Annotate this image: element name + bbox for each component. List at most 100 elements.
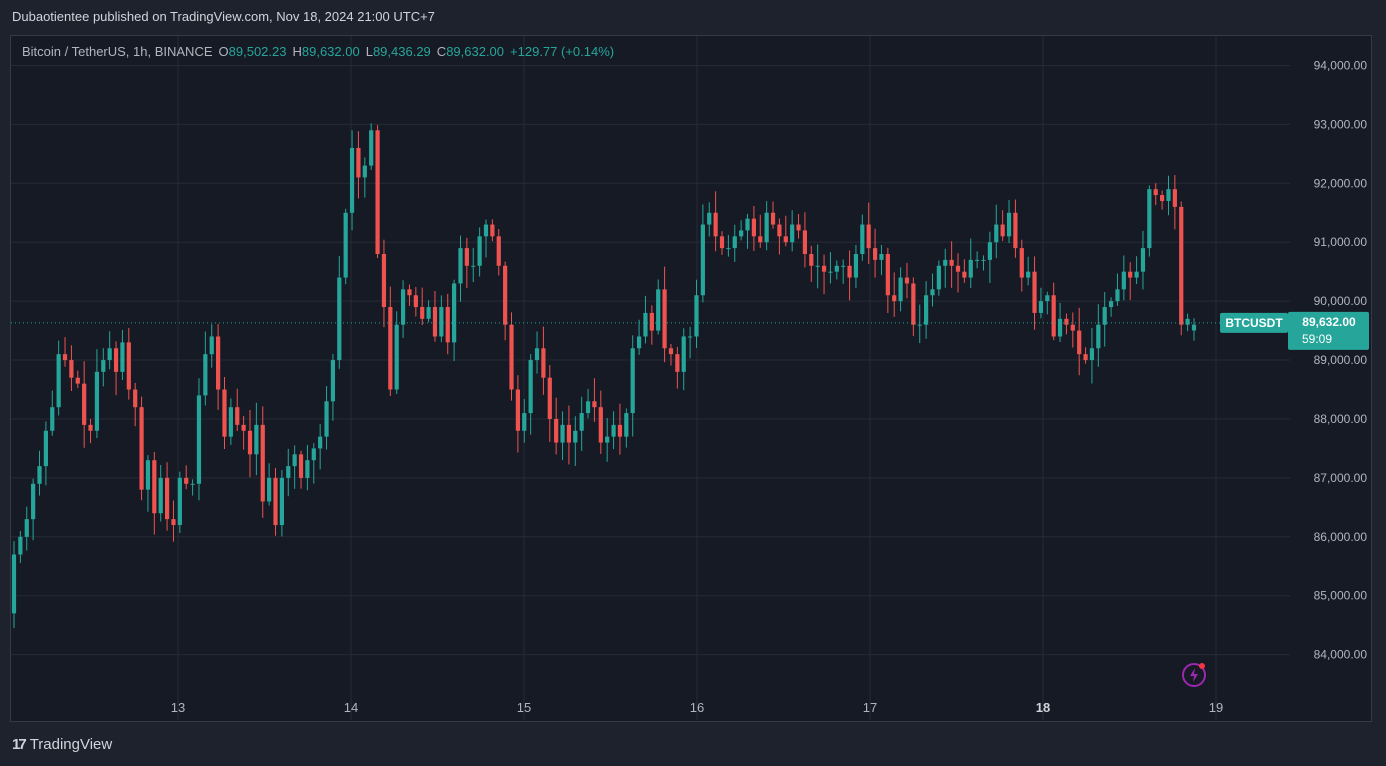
candle (1038, 287, 1044, 319)
candle (949, 241, 954, 288)
candle (356, 131, 361, 199)
candle (37, 450, 42, 496)
candle (719, 231, 725, 255)
candle (349, 130, 355, 231)
candle-body (522, 413, 527, 431)
candle (292, 445, 297, 489)
candle-body (534, 348, 540, 361)
x-tick-label: 13 (171, 700, 185, 715)
candle-body (694, 295, 699, 337)
candle (158, 464, 163, 522)
candle-body (821, 265, 827, 272)
candle-body (745, 218, 750, 231)
candle-body (719, 236, 725, 249)
candle (515, 375, 520, 453)
candle-body (758, 236, 763, 243)
candle (445, 293, 450, 355)
candle (184, 465, 189, 490)
candle-body (866, 224, 871, 249)
candle (1032, 256, 1037, 330)
candle-body (726, 248, 731, 250)
candle-body (113, 348, 119, 372)
bar-countdown: 59:09 (1302, 332, 1332, 346)
candle (458, 235, 463, 302)
candle (1172, 175, 1177, 230)
candle (892, 272, 897, 317)
candle (732, 224, 737, 262)
candle (260, 406, 265, 518)
candle-body (1070, 324, 1075, 331)
candle (509, 312, 514, 401)
candle-body (247, 430, 253, 455)
candle (235, 388, 240, 432)
symbol-title[interactable]: Bitcoin / TetherUS, 1h, BINANCE (22, 44, 213, 59)
tradingview-logo[interactable]: 17 TradingView (12, 736, 112, 753)
candle-body (981, 259, 986, 261)
candle-body (458, 248, 463, 284)
candle (196, 378, 202, 501)
candle-body (904, 277, 910, 284)
candle-body (617, 424, 623, 437)
candle (885, 247, 890, 313)
candle (573, 416, 578, 466)
x-tick-label: 15 (517, 700, 531, 715)
candle (24, 506, 29, 551)
candle (1147, 185, 1152, 257)
candle (120, 329, 125, 381)
candle-body (688, 336, 693, 338)
tradingview-logo-icon: 17 (12, 736, 27, 753)
y-tick-label: 92,000.00 (1314, 176, 1368, 190)
candle (585, 388, 591, 419)
candle-body (349, 147, 355, 213)
change-value: +129.77 (+0.14%) (510, 44, 615, 59)
y-tick-label: 91,000.00 (1314, 235, 1368, 249)
candle-body (732, 236, 737, 249)
candle-body (1032, 271, 1037, 313)
candle (62, 337, 68, 367)
candle (139, 396, 144, 501)
candle-body (1096, 324, 1101, 349)
candle-body (1083, 354, 1088, 361)
candle-body (943, 259, 948, 266)
candle (924, 281, 929, 339)
candle-body (560, 424, 565, 443)
candle-body (292, 454, 297, 467)
candle (18, 530, 23, 563)
candle (190, 479, 195, 496)
candle-body (120, 342, 125, 372)
candle-body (82, 383, 87, 425)
candle (1179, 201, 1184, 336)
lightning-icon[interactable] (1182, 663, 1206, 687)
candle-body (18, 536, 23, 555)
candle (286, 448, 291, 497)
chart-frame[interactable] (10, 35, 1372, 722)
candle-body (1108, 301, 1114, 308)
candle-body (598, 407, 603, 443)
candle (343, 208, 348, 285)
candle-body (643, 312, 648, 337)
candle (694, 279, 699, 348)
candle-body (636, 336, 642, 349)
candle-body (554, 418, 559, 443)
candle-body (707, 212, 712, 225)
candle (1070, 312, 1075, 348)
candle-body (75, 377, 80, 384)
candle (1019, 239, 1024, 292)
candle (381, 239, 387, 328)
candle-body (362, 165, 367, 178)
candle-body (464, 248, 469, 266)
candle (643, 295, 648, 344)
candle-body (337, 277, 342, 361)
candle-body (860, 224, 865, 254)
candle (209, 324, 214, 368)
candle-body (37, 466, 42, 484)
candle-body (101, 360, 106, 372)
candle-body (343, 212, 348, 278)
candle (222, 376, 227, 449)
candle (82, 361, 87, 448)
time-axis: 13 14 15 16 17 18 19 (171, 700, 1223, 715)
candle (164, 462, 170, 531)
candle-body (579, 413, 584, 431)
candle (898, 267, 903, 312)
